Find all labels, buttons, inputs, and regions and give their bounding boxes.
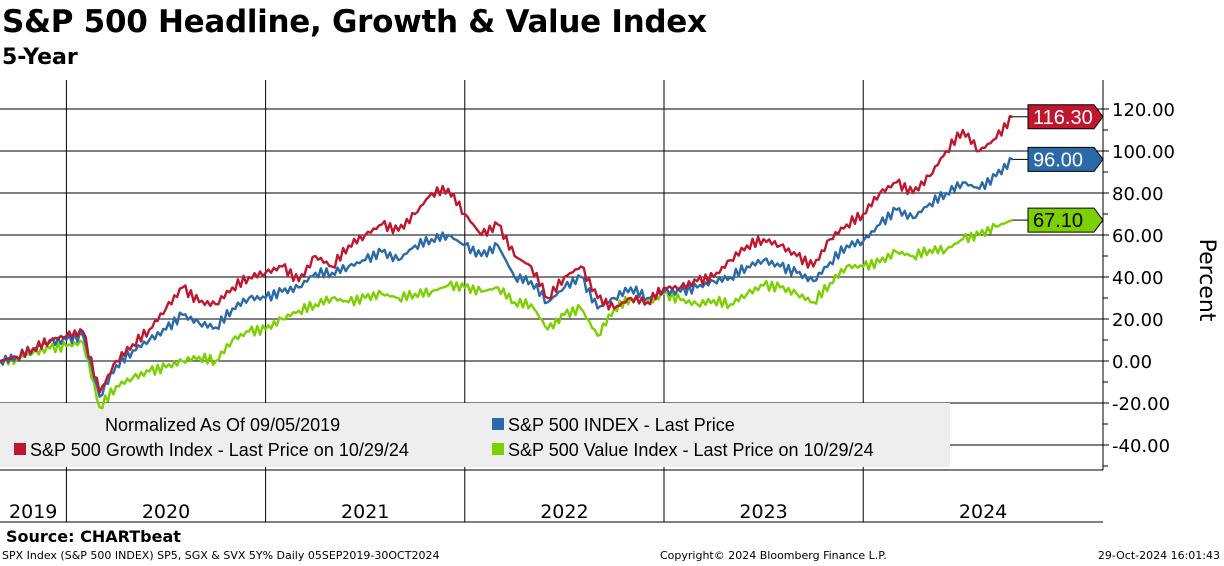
chart-subtitle: 5-Year — [2, 45, 78, 70]
y-tick-label: -40.00 — [1112, 436, 1170, 457]
y-tick-label: 120.00 — [1112, 100, 1175, 121]
y-tick-label: 60.00 — [1112, 226, 1164, 247]
legend-label: S&P 500 INDEX - Last Price — [508, 415, 735, 435]
series-line-1 — [0, 156, 1014, 398]
last-value-label: 116.30 — [1033, 107, 1093, 129]
x-tick-label: 2024 — [959, 501, 1007, 523]
chart-title: S&P 500 Headline, Growth & Value Index — [2, 4, 707, 40]
x-tick-label: 2019 — [9, 501, 57, 523]
y-tick-label: -20.00 — [1112, 394, 1170, 415]
series-line-0 — [0, 114, 1013, 394]
source-note: Source: CHARTbeat — [6, 527, 181, 546]
legend-note: Normalized As Of 09/05/2019 — [105, 415, 340, 435]
y-axis-title: Percent — [1194, 239, 1219, 322]
legend-label: S&P 500 Growth Index - Last Price on 10/… — [30, 440, 409, 460]
y-tick-label: 0.00 — [1112, 352, 1152, 373]
y-tick-label: 80.00 — [1112, 184, 1164, 205]
y-tick-label: 100.00 — [1112, 142, 1175, 163]
legend-label: S&P 500 Value Index - Last Price on 10/2… — [508, 440, 874, 460]
y-tick-label: 40.00 — [1112, 268, 1164, 289]
x-tick-label: 2021 — [341, 501, 389, 523]
x-tick-label: 2023 — [739, 501, 787, 523]
y-tick-label: 20.00 — [1112, 310, 1164, 331]
series-line-2 — [0, 218, 1013, 410]
footer-series-info: SPX Index (S&P 500 INDEX) SP5, SGX & SVX… — [2, 549, 440, 562]
legend-box — [0, 403, 950, 467]
x-tick-label: 2022 — [540, 501, 588, 523]
footer-copyright: Copyright© 2024 Bloomberg Finance L.P. — [660, 549, 887, 562]
last-value-label: 96.00 — [1033, 149, 1083, 171]
legend-swatch — [492, 418, 504, 430]
legend-swatch — [492, 443, 504, 455]
footer-timestamp: 29-Oct-2024 16:01:43 — [1097, 549, 1220, 562]
last-value-tag — [1027, 207, 1104, 233]
last-value-tag — [1027, 146, 1104, 172]
x-tick-label: 2020 — [142, 501, 190, 523]
last-value-tag — [1027, 104, 1104, 130]
last-value-label: 67.10 — [1033, 210, 1083, 232]
legend-swatch — [14, 443, 26, 455]
